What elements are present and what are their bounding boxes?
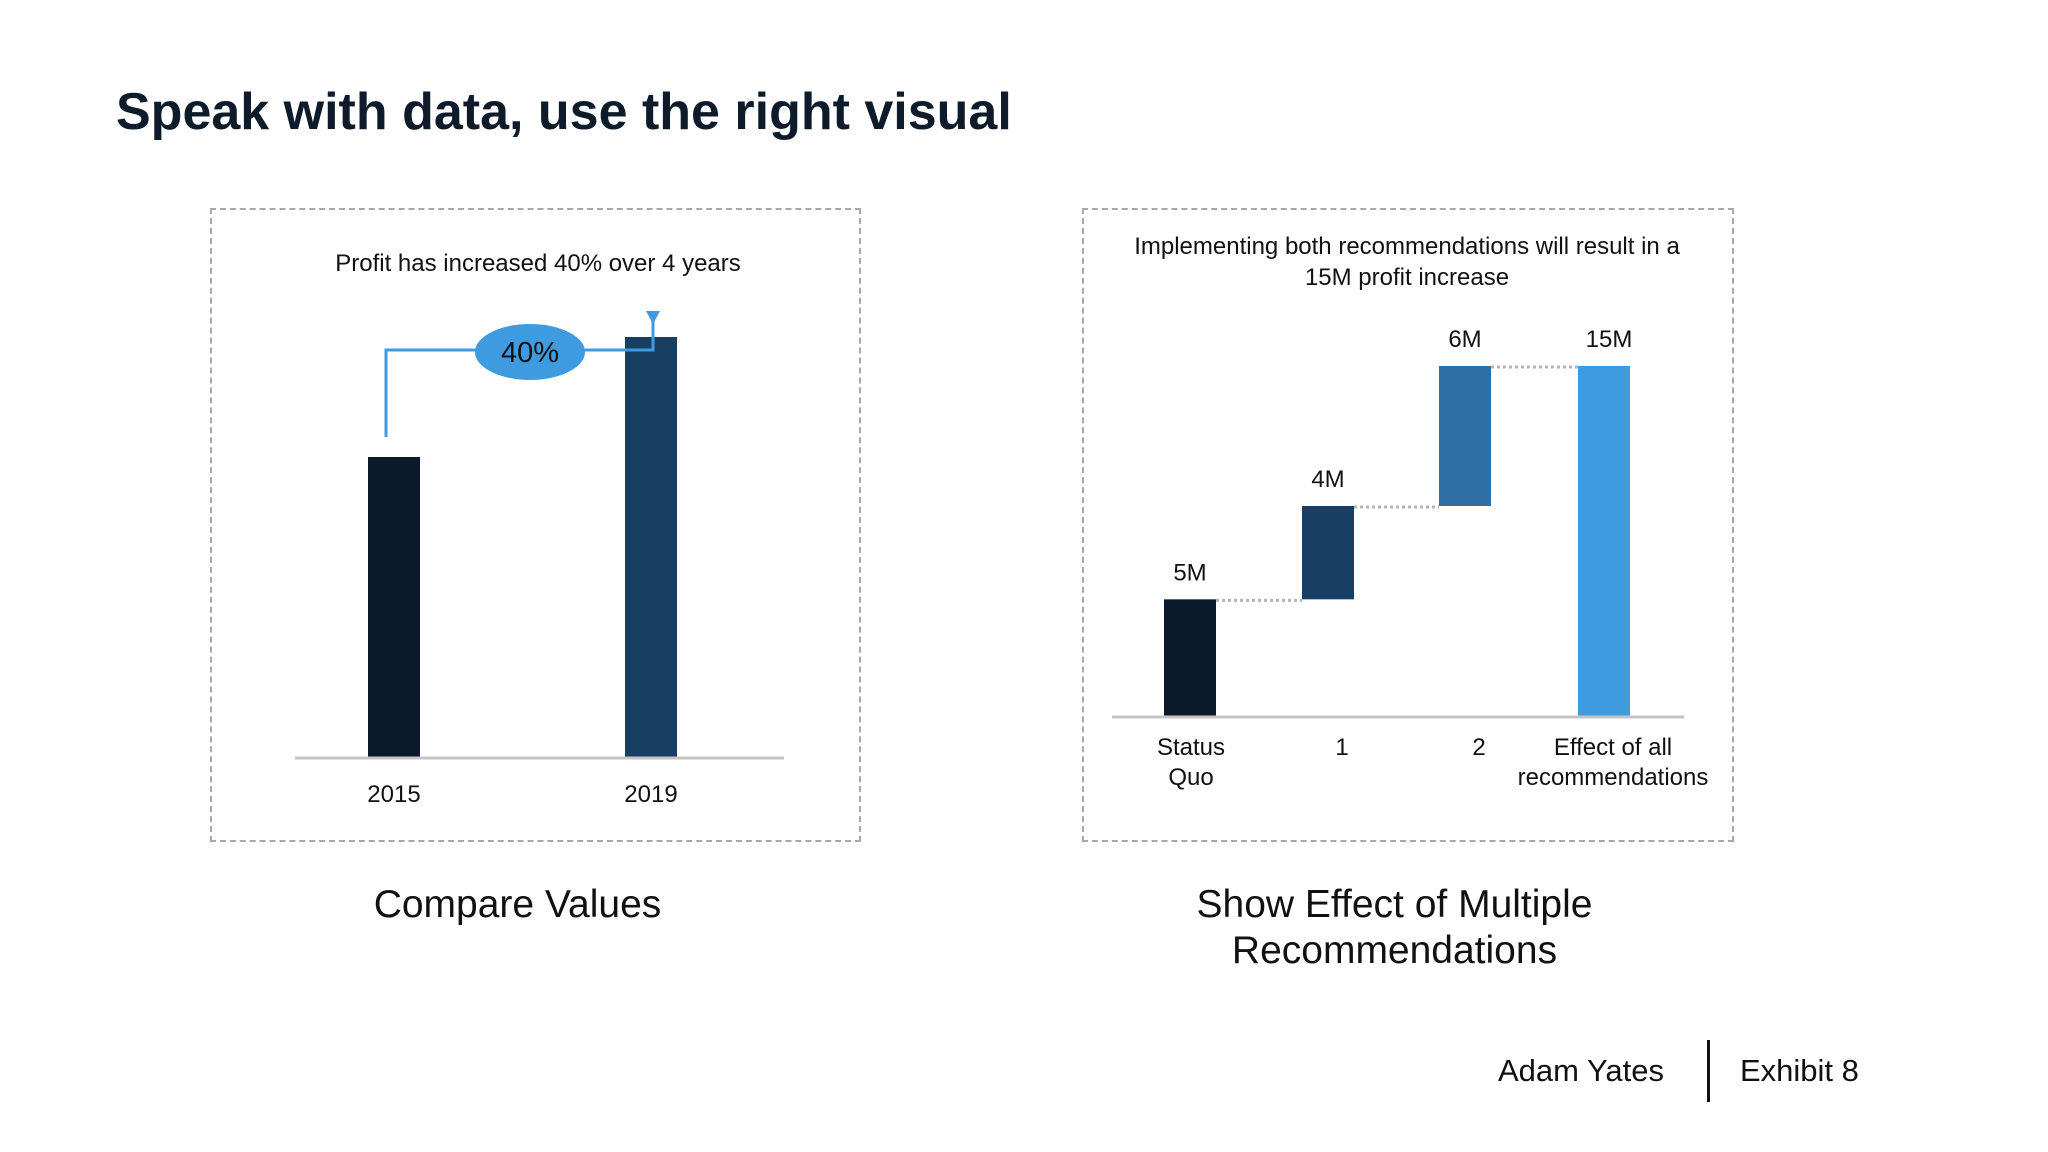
value-label: 15M (1586, 326, 1633, 353)
chart-title-line: Implementing both recommendations will r… (1134, 233, 1680, 260)
chart-title-line: 15M profit increase (1305, 264, 1509, 291)
footer-author: Adam Yates (1497, 1053, 1664, 1088)
footer-divider (1707, 1040, 1710, 1102)
footer-exhibit-label: Exhibit 8 (1740, 1053, 1859, 1088)
x-tick-label: 2015 (367, 781, 420, 808)
arrow-head-icon (646, 311, 660, 324)
x-tick-label: 2 (1472, 734, 1485, 761)
caption-line: Recommendations (1231, 929, 1558, 972)
caption-line: Show Effect of Multiple (1196, 883, 1593, 926)
x-tick-label: Effect of all (1554, 734, 1672, 761)
bar-2015 (368, 457, 420, 757)
waterfall-chart: Implementing both recommendations will r… (1112, 233, 1709, 791)
compare-values-panel: Profit has increased 40% over 4 years 201… (210, 208, 861, 842)
x-tick-label: Quo (1168, 764, 1213, 791)
waterfall-bar (1164, 599, 1216, 716)
growth-badge-label: 40% (501, 337, 559, 369)
bar-2019 (625, 337, 677, 757)
waterfall-bar (1302, 506, 1354, 600)
profit-bar-chart: Profit has increased 40% over 4 years 201… (295, 250, 784, 808)
multiple-recommendations-caption: Show Effect of Multiple Recommendations (1082, 882, 1707, 974)
x-tick-label: 2019 (624, 781, 677, 808)
waterfall-panel: Implementing both recommendations will r… (1082, 208, 1734, 842)
x-tick-label: recommendations (1518, 764, 1709, 791)
value-label: 6M (1448, 326, 1481, 353)
slide-title: Speak with data, use the right visual (116, 83, 1012, 141)
chart-title: Profit has increased 40% over 4 years (335, 250, 741, 277)
growth-badge (475, 324, 585, 380)
waterfall-bar (1439, 366, 1491, 506)
value-label: 5M (1173, 559, 1206, 586)
value-label: 4M (1311, 466, 1344, 493)
waterfall-bar (1578, 366, 1630, 716)
compare-values-caption: Compare Values (373, 883, 662, 926)
x-tick-label: 1 (1335, 734, 1348, 761)
x-tick-label: Status (1157, 734, 1225, 761)
